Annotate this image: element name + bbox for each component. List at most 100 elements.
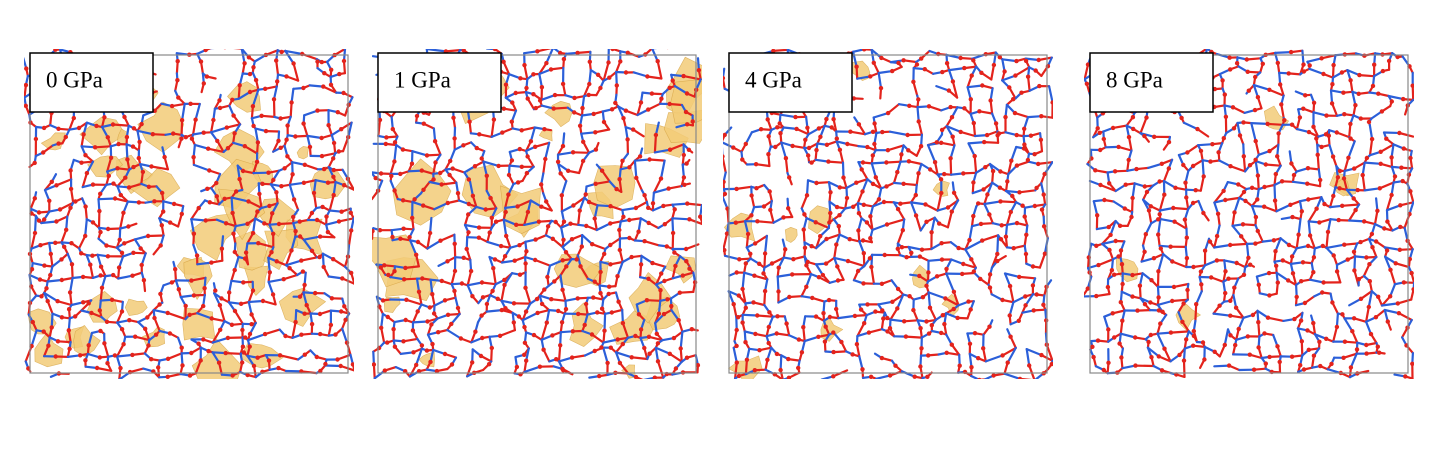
oxygen-atom: [263, 86, 268, 92]
oxygen-atom: [461, 255, 466, 260]
bond: [542, 157, 547, 175]
oxygen-atom: [971, 58, 976, 63]
oxygen-atom: [246, 199, 251, 204]
oxygen-atom: [262, 331, 268, 337]
oxygen-atom: [480, 295, 486, 300]
bond: [372, 363, 376, 379]
oxygen-atom: [162, 154, 167, 160]
oxygen-atom: [169, 103, 175, 109]
bond: [763, 234, 769, 255]
oxygen-atom: [627, 165, 632, 170]
oxygen-atom: [826, 297, 832, 303]
oxygen-atom: [608, 221, 613, 226]
oxygen-atom: [636, 229, 641, 234]
oxygen-atom: [522, 62, 527, 68]
oxygen-atom: [769, 261, 775, 266]
bond: [267, 256, 271, 274]
oxygen-atom: [445, 312, 451, 317]
bond: [618, 361, 630, 375]
oxygen-atom: [658, 176, 664, 181]
oxygen-atom: [511, 320, 516, 325]
oxygen-atom: [240, 168, 246, 174]
bond: [446, 328, 462, 340]
oxygen-atom: [608, 242, 613, 248]
bond: [557, 356, 574, 363]
void-blob: [296, 146, 310, 160]
oxygen-atom: [837, 147, 843, 152]
bond: [1043, 161, 1053, 176]
oxygen-atom: [1025, 74, 1031, 79]
oxygen-atom: [189, 278, 194, 283]
oxygen-atom: [734, 186, 739, 192]
oxygen-atom: [484, 173, 489, 178]
oxygen-atom: [1016, 318, 1021, 323]
oxygen-atom: [232, 308, 238, 314]
oxygen-atom: [653, 132, 659, 138]
bond: [534, 258, 552, 267]
oxygen-atom: [1020, 203, 1025, 208]
bond: [1001, 58, 1018, 63]
oxygen-atom: [971, 269, 976, 274]
bond: [434, 140, 442, 156]
oxygen-atom: [560, 81, 566, 87]
bond: [129, 367, 145, 374]
oxygen-atom: [259, 113, 264, 119]
oxygen-atom: [333, 332, 338, 337]
oxygen-atom: [972, 331, 978, 336]
bond: [502, 218, 518, 226]
bond: [870, 49, 875, 64]
oxygen-atom: [613, 100, 618, 106]
bond: [267, 278, 285, 283]
oxygen-atom: [868, 374, 874, 379]
oxygen-atom: [152, 199, 157, 204]
oxygen-atom: [723, 247, 727, 253]
bond: [653, 148, 672, 154]
oxygen-atom: [743, 340, 748, 345]
oxygen-atom: [960, 271, 965, 277]
oxygen-atom: [466, 212, 471, 217]
oxygen-atom: [662, 222, 667, 227]
bond: [115, 353, 134, 358]
bond: [290, 87, 295, 104]
oxygen-atom: [589, 332, 595, 337]
bond: [851, 50, 858, 68]
oxygen-atom: [1030, 264, 1036, 269]
oxygen-atom: [525, 96, 530, 101]
void-blob: [124, 298, 148, 316]
oxygen-atom: [217, 303, 223, 308]
oxygen-atom: [102, 115, 107, 120]
oxygen-atom: [638, 327, 644, 332]
oxygen-atom: [159, 223, 164, 228]
bond: [429, 278, 434, 296]
bond: [735, 185, 753, 190]
oxygen-atom: [326, 123, 331, 128]
oxygen-atom: [424, 153, 430, 158]
bond: [97, 197, 117, 201]
panel-border: [728, 54, 1048, 374]
oxygen-atom: [219, 246, 225, 251]
bond: [322, 85, 338, 94]
oxygen-atom: [274, 259, 279, 264]
bond: [540, 321, 548, 341]
bond: [1361, 174, 1366, 192]
bond: [393, 143, 398, 163]
oxygen-atom: [969, 365, 974, 370]
oxygen-atom: [876, 197, 882, 202]
oxygen-atom: [646, 220, 651, 226]
oxygen-atom: [990, 168, 996, 174]
oxygen-atom: [41, 150, 46, 155]
bond: [117, 274, 134, 280]
oxygen-atom: [79, 160, 84, 165]
oxygen-atom: [950, 134, 955, 139]
bond: [1335, 131, 1351, 139]
oxygen-atom: [342, 304, 347, 309]
oxygen-atom: [515, 204, 520, 209]
oxygen-atom: [49, 179, 54, 184]
oxygen-atom: [442, 351, 448, 357]
panel: [723, 49, 1053, 379]
oxygen-atom: [433, 160, 438, 165]
oxygen-atom: [942, 321, 947, 327]
oxygen-atom: [240, 344, 246, 349]
oxygen-atom: [124, 134, 130, 140]
oxygen-atom: [281, 277, 286, 282]
